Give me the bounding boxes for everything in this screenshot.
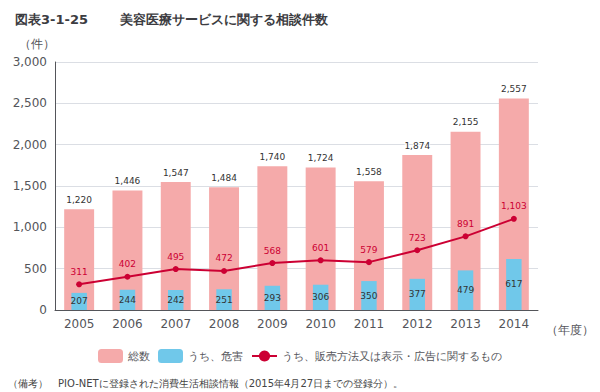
svg-text:2,557: 2,557 bbox=[501, 84, 527, 94]
svg-text:2009: 2009 bbox=[257, 317, 288, 331]
svg-text:（件）: （件） bbox=[19, 37, 55, 51]
svg-text:1,103: 1,103 bbox=[501, 201, 527, 211]
svg-text:1,547: 1,547 bbox=[163, 168, 189, 178]
svg-text:495: 495 bbox=[167, 252, 184, 262]
svg-text:479: 479 bbox=[457, 285, 474, 295]
svg-text:2014: 2014 bbox=[499, 317, 530, 331]
svg-text:2011: 2011 bbox=[354, 317, 385, 331]
svg-text:891: 891 bbox=[457, 219, 474, 229]
svg-text:617: 617 bbox=[505, 279, 522, 289]
svg-text:1,484: 1,484 bbox=[211, 173, 237, 183]
svg-text:1,724: 1,724 bbox=[308, 153, 334, 163]
svg-text:うち、危害: うち、危害 bbox=[188, 350, 243, 363]
svg-text:2007: 2007 bbox=[160, 317, 191, 331]
svg-text:350: 350 bbox=[360, 291, 377, 301]
svg-text:1,220: 1,220 bbox=[66, 195, 92, 205]
svg-text:601: 601 bbox=[312, 243, 329, 253]
svg-text:472: 472 bbox=[215, 253, 232, 263]
svg-text:2010: 2010 bbox=[305, 317, 336, 331]
svg-text:207: 207 bbox=[71, 296, 88, 306]
svg-text:500: 500 bbox=[24, 262, 47, 276]
svg-text:2,155: 2,155 bbox=[453, 117, 479, 127]
svg-text:377: 377 bbox=[409, 289, 426, 299]
svg-text:1,446: 1,446 bbox=[115, 176, 141, 186]
svg-text:（年度）: （年度） bbox=[546, 323, 594, 337]
svg-text:244: 244 bbox=[119, 295, 136, 305]
svg-text:723: 723 bbox=[409, 233, 426, 243]
svg-text:311: 311 bbox=[71, 267, 88, 277]
svg-text:2006: 2006 bbox=[112, 317, 143, 331]
svg-text:579: 579 bbox=[360, 245, 377, 255]
svg-text:306: 306 bbox=[312, 292, 329, 302]
svg-text:うち、販売方法又は表示・広告に関するもの: うち、販売方法又は表示・広告に関するもの bbox=[282, 350, 502, 363]
svg-text:2005: 2005 bbox=[64, 317, 95, 331]
svg-text:293: 293 bbox=[264, 293, 281, 303]
svg-text:総数: 総数 bbox=[127, 350, 150, 363]
svg-text:568: 568 bbox=[264, 246, 281, 256]
svg-text:1,874: 1,874 bbox=[404, 141, 430, 151]
svg-text:251: 251 bbox=[215, 295, 232, 305]
svg-text:402: 402 bbox=[119, 259, 136, 269]
svg-text:2,500: 2,500 bbox=[13, 96, 47, 110]
svg-text:（備考） PIO-NETに登録された消費生活相談情報（201: （備考） PIO-NETに登録された消費生活相談情報（2015年4月27日までの… bbox=[8, 378, 403, 389]
svg-text:3,000: 3,000 bbox=[13, 55, 47, 69]
svg-text:2,000: 2,000 bbox=[13, 138, 47, 152]
svg-text:図表3-1-25: 図表3-1-25 bbox=[15, 12, 88, 27]
svg-text:美容医療サービスに関する相談件数: 美容医療サービスに関する相談件数 bbox=[119, 12, 329, 27]
svg-text:2012: 2012 bbox=[402, 317, 433, 331]
svg-text:1,000: 1,000 bbox=[13, 220, 47, 234]
svg-text:1,558: 1,558 bbox=[356, 167, 382, 177]
svg-text:0: 0 bbox=[39, 303, 47, 317]
svg-text:2013: 2013 bbox=[450, 317, 481, 331]
svg-text:1,500: 1,500 bbox=[13, 179, 47, 193]
svg-text:2008: 2008 bbox=[209, 317, 240, 331]
svg-text:1,740: 1,740 bbox=[259, 152, 285, 162]
svg-text:242: 242 bbox=[167, 295, 184, 305]
